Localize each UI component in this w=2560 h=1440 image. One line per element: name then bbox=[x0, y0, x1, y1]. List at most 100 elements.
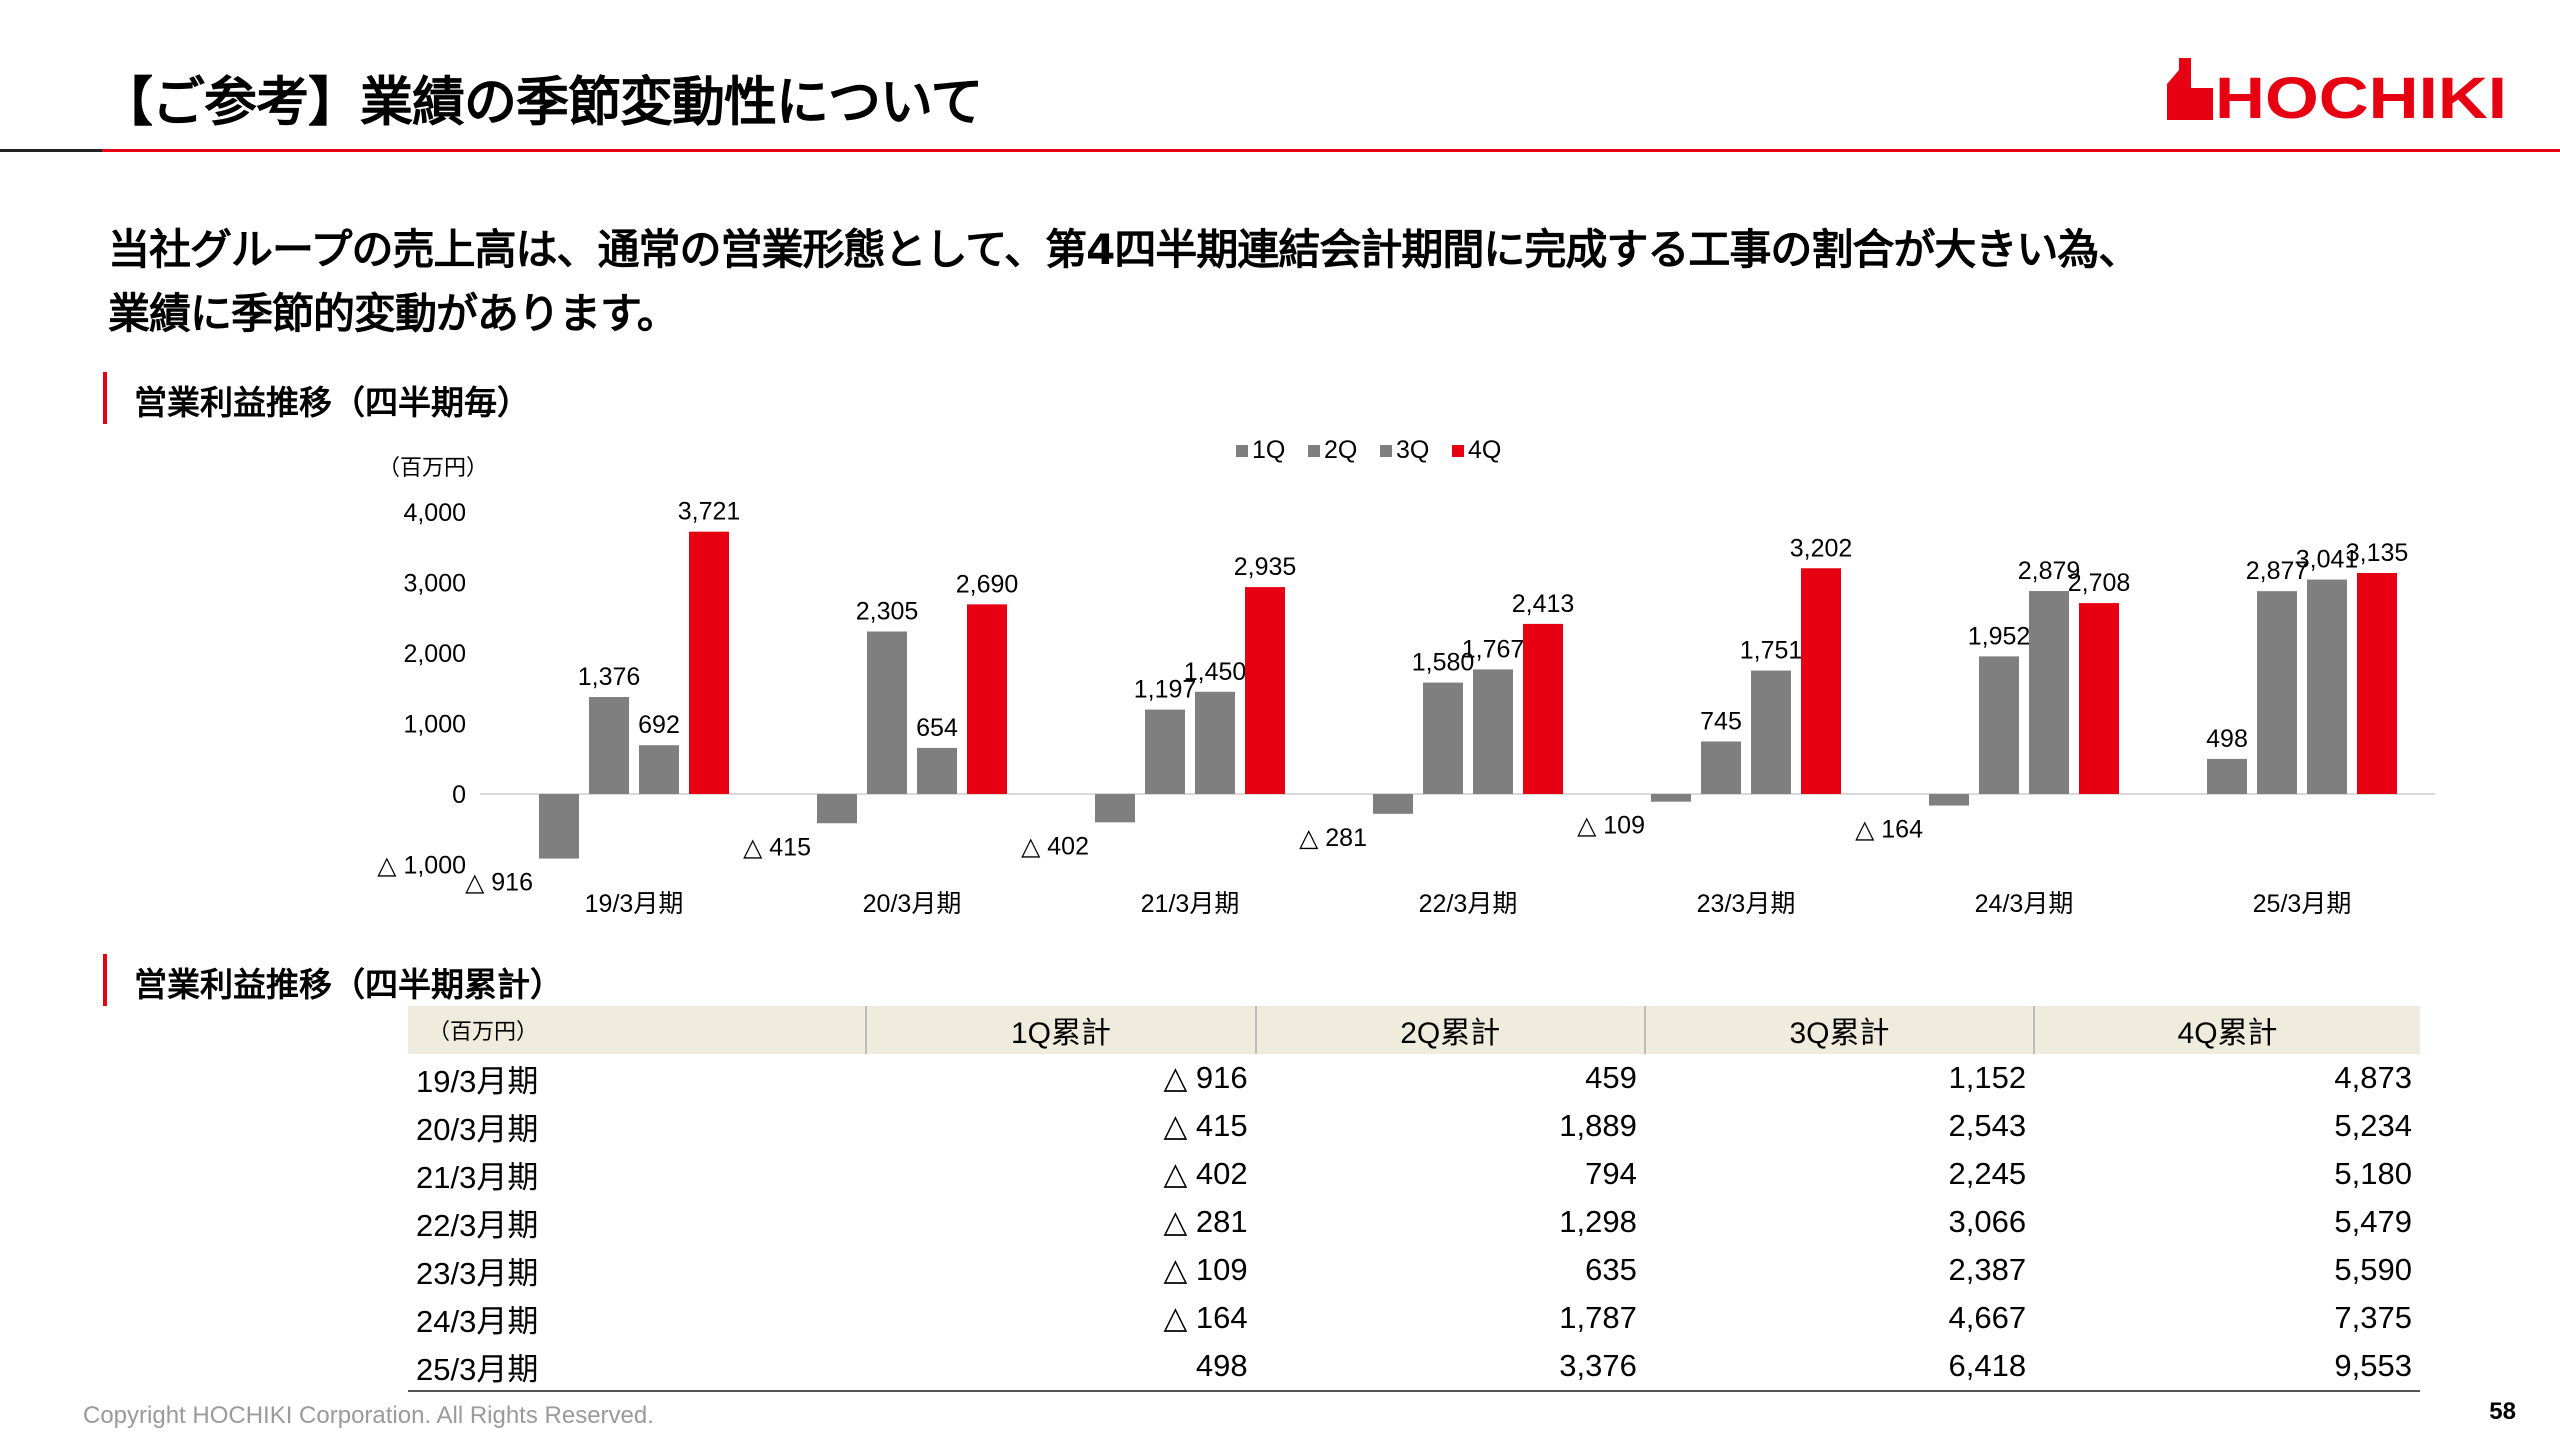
bar-2q bbox=[589, 696, 629, 794]
table-cell: 6,418 bbox=[1644, 1342, 2035, 1392]
category-label: 23/3月期 bbox=[1697, 890, 1796, 918]
bar-4q bbox=[1245, 587, 1285, 794]
bar-4q bbox=[2357, 572, 2397, 794]
bar-2q bbox=[1423, 682, 1463, 794]
section-title-cumulative: 営業利益推移（四半期累計） bbox=[134, 965, 563, 1004]
table-header-1q: 1Q累計 bbox=[865, 1006, 1256, 1054]
logo-text: HOCHIKI bbox=[2215, 66, 2507, 122]
table-row-label: 20/3月期 bbox=[416, 1111, 539, 1147]
table-cell: △ 916 bbox=[1163, 1060, 1248, 1095]
data-label: 3,135 bbox=[2346, 539, 2409, 567]
table-cell: 5,590 bbox=[2334, 1252, 2412, 1287]
data-label: △ 415 bbox=[743, 833, 811, 861]
data-label: △ 402 bbox=[1021, 832, 1089, 860]
data-label: 1,376 bbox=[578, 663, 641, 691]
table-row-label: 23/3月期 bbox=[416, 1255, 539, 1291]
table-row-label: 24/3月期 bbox=[416, 1303, 539, 1339]
data-label: 1,952 bbox=[1968, 622, 2031, 650]
data-label: 2,877 bbox=[2246, 557, 2309, 585]
table-header-row: （百万円） 1Q累計 2Q累計 3Q累計 4Q累計 bbox=[408, 1006, 2420, 1054]
bar-4q bbox=[1801, 568, 1841, 794]
bar-3q bbox=[1195, 691, 1235, 794]
bar-1q bbox=[1095, 794, 1135, 823]
table-cell: 794 bbox=[1585, 1156, 1637, 1191]
bar-4q bbox=[689, 531, 729, 794]
table-header-4q: 4Q累計 bbox=[2033, 1006, 2420, 1054]
legend-swatch bbox=[1380, 445, 1392, 457]
table-cell: 635 bbox=[1585, 1252, 1637, 1287]
table-cell: △ 402 bbox=[1163, 1156, 1248, 1191]
table-cell: 3,066 bbox=[1948, 1204, 2027, 1239]
page-number: 58 bbox=[2489, 1398, 2516, 1425]
data-label: 745 bbox=[1700, 707, 1742, 735]
legend-swatch bbox=[1236, 445, 1248, 457]
table-cell: 3,376 bbox=[1255, 1342, 1645, 1392]
data-label: △ 916 bbox=[465, 869, 533, 897]
chart-unit-label: （百万円） bbox=[378, 455, 488, 480]
legend-label: 3Q bbox=[1396, 436, 1429, 464]
cumulative-profit-table: （百万円） 1Q累計 2Q累計 3Q累計 4Q累計 19/3月期 △ 916 459… bbox=[408, 1006, 2420, 1392]
bar-3q bbox=[2307, 579, 2347, 794]
data-label: △ 164 bbox=[1855, 816, 1923, 844]
legend-label: 4Q bbox=[1468, 436, 1501, 464]
bar-3q bbox=[1751, 670, 1791, 794]
table-row: 22/3月期 △ 281 1,298 3,066 5,479 bbox=[408, 1198, 2420, 1246]
bar-4q bbox=[1523, 623, 1563, 794]
y-tick-label: 3,000 bbox=[403, 570, 466, 598]
data-label: 2,708 bbox=[2068, 569, 2131, 597]
y-tick-label: 2,000 bbox=[403, 640, 466, 668]
lead-text: 当社グループの売上高は、通常の営業形態として、第4四半期連結会計期間に完成する工… bbox=[108, 218, 2140, 346]
category-label: 20/3月期 bbox=[863, 890, 962, 918]
table-row: 21/3月期 △ 402 794 2,245 5,180 bbox=[408, 1150, 2420, 1198]
table-cell: 9,553 bbox=[2034, 1342, 2420, 1392]
table-cell: 7,375 bbox=[2334, 1300, 2412, 1335]
y-tick-label: 4,000 bbox=[403, 499, 466, 527]
data-label: 1,751 bbox=[1740, 637, 1803, 665]
table-cell: 4,667 bbox=[1948, 1300, 2027, 1335]
section-marker bbox=[103, 372, 107, 424]
header-rule-dark bbox=[0, 149, 102, 152]
data-label: 3,041 bbox=[2296, 546, 2359, 574]
data-label: 2,690 bbox=[956, 570, 1019, 598]
bar-3q bbox=[639, 745, 679, 794]
table-row: 20/3月期 △ 415 1,889 2,543 5,234 bbox=[408, 1102, 2420, 1150]
page-title: 【ご参考】業績の季節変動性について bbox=[100, 72, 983, 133]
bar-1q bbox=[1373, 794, 1413, 814]
lead-line-1: 当社グループの売上高は、通常の営業形態として、第4四半期連結会計期間に完成する工… bbox=[108, 225, 2140, 274]
table-header-3q: 3Q累計 bbox=[1643, 1006, 2035, 1054]
bar-1q bbox=[1929, 794, 1969, 806]
legend-label: 2Q bbox=[1324, 436, 1357, 464]
table-cell: 1,298 bbox=[1559, 1204, 1637, 1239]
bar-1q bbox=[817, 794, 857, 824]
table-row: 25/3月期 498 3,376 6,418 9,553 bbox=[408, 1342, 2420, 1392]
data-label: 692 bbox=[638, 711, 680, 739]
table-cell: 1,889 bbox=[1559, 1108, 1637, 1143]
table-cell: 4,873 bbox=[2334, 1060, 2412, 1095]
bar-3q bbox=[2029, 591, 2069, 794]
table-cell: △ 109 bbox=[1163, 1252, 1248, 1287]
data-label: 3,721 bbox=[678, 498, 741, 526]
header-rule-red bbox=[102, 149, 2560, 152]
table-cell: △ 281 bbox=[1163, 1204, 1248, 1239]
table-cell: 459 bbox=[1585, 1060, 1637, 1095]
data-label: 2,305 bbox=[856, 597, 919, 625]
hochiki-logo: HOCHIKI bbox=[2167, 58, 2507, 122]
logo-mark-icon bbox=[2167, 58, 2191, 120]
table-row-label: 21/3月期 bbox=[416, 1159, 539, 1195]
table-cell: 2,543 bbox=[1948, 1108, 2027, 1143]
bar-4q bbox=[967, 604, 1007, 794]
table-unit-label: （百万円） bbox=[408, 1006, 867, 1054]
data-label: 1,450 bbox=[1184, 658, 1247, 686]
table-header-2q: 2Q累計 bbox=[1254, 1006, 1645, 1054]
category-label: 21/3月期 bbox=[1141, 890, 1240, 918]
legend-swatch bbox=[1308, 445, 1320, 457]
table-cell: 5,180 bbox=[2334, 1156, 2412, 1191]
table-cell: 1,787 bbox=[1559, 1300, 1637, 1335]
data-label: 3,202 bbox=[1790, 534, 1853, 562]
y-tick-label: 1,000 bbox=[403, 711, 466, 739]
table-cell: △ 164 bbox=[1163, 1300, 1248, 1335]
copyright: Copyright HOCHIKI Corporation. All Right… bbox=[83, 1402, 654, 1429]
quarterly-operating-profit-chart: （百万円） 4,000 3,000 2,000 1,000 0 △ 1,000 1Q 2Q 3Q 4… bbox=[377, 436, 2435, 918]
bar-2q bbox=[1701, 741, 1741, 794]
table-cell: 2,245 bbox=[1948, 1156, 2027, 1191]
